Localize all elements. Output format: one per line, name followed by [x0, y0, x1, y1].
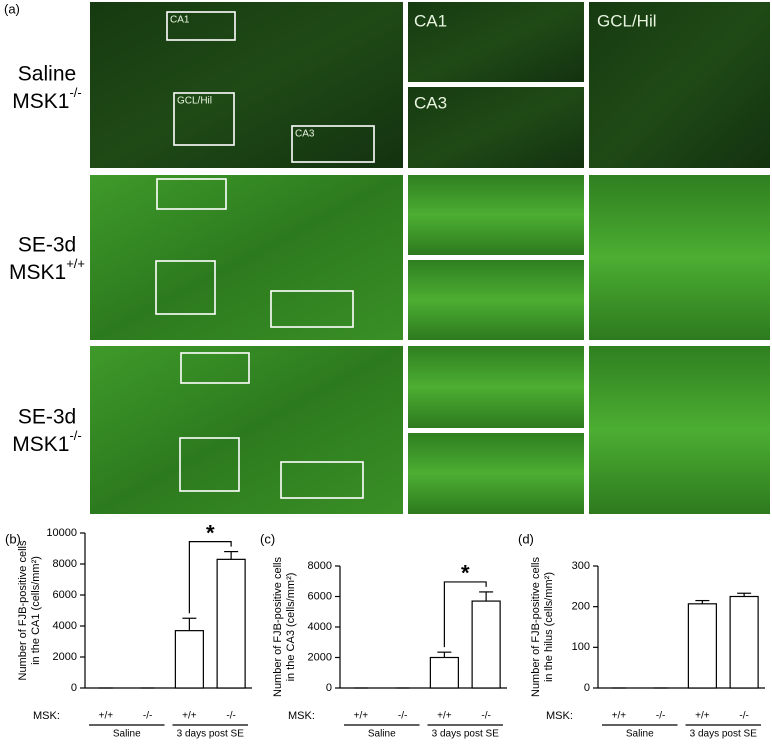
y-tick-label: 6000 — [53, 589, 77, 601]
x-tick-label: +/+ — [695, 711, 710, 722]
row-condition: SE-3d — [18, 406, 76, 429]
x-row-label: MSK: — [288, 710, 315, 722]
genotype-superscript: -/- — [69, 428, 81, 443]
x-row-label: MSK: — [546, 710, 573, 722]
micrograph — [589, 2, 770, 168]
roi-box — [166, 11, 236, 41]
bar — [471, 600, 501, 689]
y-axis-label: in the CA1 (cells/mm²) — [30, 556, 42, 665]
zoom-label: GCL/Hil — [597, 11, 657, 30]
micrograph — [589, 346, 770, 514]
panel-label: (b) — [5, 531, 21, 546]
x-tick-label: -/- — [739, 711, 748, 722]
panel-label: (c) — [260, 531, 275, 546]
bar — [216, 558, 246, 689]
y-tick-label: 0 — [326, 682, 332, 694]
x-tick-label: -/- — [143, 711, 152, 722]
y-tick-label: 10000 — [46, 527, 77, 539]
genotype: MSK1 — [12, 90, 69, 113]
x-tick-label: -/- — [481, 711, 490, 722]
micrograph — [90, 175, 403, 340]
roi-box — [180, 352, 250, 384]
y-axis-label: Number of FJB-positive cells — [530, 557, 542, 697]
panel-label: (a) — [4, 1, 20, 16]
group-label: Saline — [626, 729, 654, 740]
bar — [429, 656, 459, 689]
roi-label: CA3 — [295, 129, 315, 140]
roi-box — [156, 178, 227, 210]
roi-label: CA1 — [170, 15, 190, 26]
x-row-label: MSK: — [33, 710, 60, 722]
x-tick-label: -/- — [656, 711, 665, 722]
significance-label: * — [461, 561, 470, 586]
x-tick-label: -/- — [398, 711, 407, 722]
x-tick-label: -/- — [226, 711, 235, 722]
y-tick-label: 300 — [572, 560, 590, 572]
micrograph — [408, 2, 584, 82]
significance-bracket — [443, 581, 487, 648]
zoom-label: CA3 — [414, 93, 447, 112]
y-tick-label: 200 — [572, 601, 590, 613]
zoom-label: CA1 — [414, 11, 447, 30]
roi-box — [155, 260, 216, 315]
genotype-superscript: -/- — [69, 85, 81, 100]
group-label: 3 days post SE — [177, 729, 245, 740]
genotype-superscript: +/+ — [66, 256, 85, 271]
row-condition: SE-3d — [18, 234, 76, 257]
row-genotype: MSK1-/- — [12, 85, 81, 112]
micrograph — [589, 175, 770, 340]
row-genotype: MSK1-/- — [12, 428, 81, 455]
bar — [687, 603, 717, 689]
group-label: Saline — [113, 729, 141, 740]
roi-box — [280, 461, 364, 499]
x-tick-label: +/+ — [99, 711, 114, 722]
group-label: Saline — [368, 729, 396, 740]
micrograph — [408, 175, 584, 255]
genotype: MSK1 — [12, 433, 69, 456]
significance-label: * — [206, 520, 215, 545]
y-axis-label: Number of FJB-positive cells — [17, 540, 29, 680]
row-genotype: MSK1+/+ — [9, 256, 85, 283]
roi-box — [270, 290, 354, 328]
y-axis-label: in the hilus (cells/mm²) — [543, 572, 555, 682]
micrograph — [408, 87, 584, 168]
x-tick-label: +/+ — [354, 711, 369, 722]
significance-bracket — [188, 541, 232, 614]
micrograph — [408, 346, 584, 428]
micrograph — [408, 260, 584, 340]
bar — [729, 595, 759, 689]
micrograph — [90, 346, 403, 514]
roi-box — [291, 125, 375, 163]
y-tick-label: 4000 — [53, 620, 77, 632]
y-axis-label: Number of FJB-positive cells — [272, 557, 284, 697]
y-axis-label: in the CA3 (cells/mm²) — [285, 573, 297, 682]
y-tick-label: 8000 — [308, 560, 332, 572]
x-tick-label: +/+ — [437, 711, 452, 722]
micrograph — [90, 2, 403, 168]
row-condition: Saline — [18, 63, 76, 86]
y-tick-label: 100 — [572, 641, 590, 653]
x-tick-label: +/+ — [182, 711, 197, 722]
y-tick-label: 2000 — [308, 651, 332, 663]
roi-label: GCL/Hil — [177, 96, 212, 107]
y-tick-label: 8000 — [53, 558, 77, 570]
roi-box — [179, 437, 240, 492]
y-tick-label: 6000 — [308, 590, 332, 602]
micrograph — [408, 433, 584, 514]
panel-label: (d) — [518, 531, 534, 546]
bar — [174, 630, 204, 689]
y-tick-label: 0 — [584, 682, 590, 694]
group-label: 3 days post SE — [432, 729, 500, 740]
y-tick-label: 0 — [71, 682, 77, 694]
x-tick-label: +/+ — [612, 711, 627, 722]
y-tick-label: 2000 — [53, 651, 77, 663]
roi-box — [173, 92, 235, 146]
genotype: MSK1 — [9, 261, 66, 284]
y-tick-label: 4000 — [308, 621, 332, 633]
group-label: 3 days post SE — [690, 729, 758, 740]
